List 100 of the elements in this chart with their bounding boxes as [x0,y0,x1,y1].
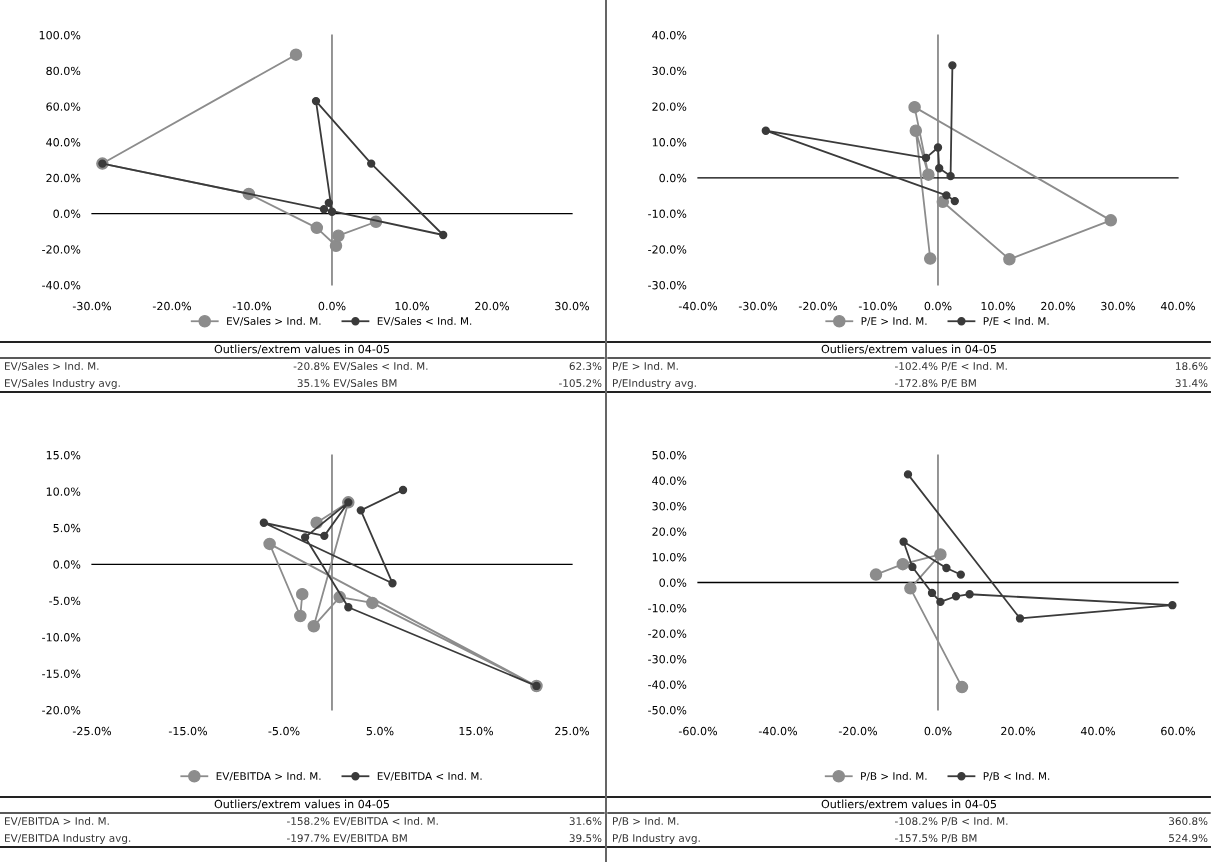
x-tick-label: 40.0% [1160,301,1196,311]
x-tick-label: -40.0% [758,726,798,736]
y-tick-label: 10.0% [652,552,687,562]
text: EV/EBITDA < Ind. M. [334,816,438,826]
legend-label: EV/EBITDA > Ind. M. [216,771,321,781]
y-tick-label: -10.0% [42,633,81,642]
text: 39.5% [569,834,602,843]
y-tick-label: 40.0% [652,476,687,485]
text: -157.5% [895,834,938,843]
text: -158.2% [287,817,330,826]
legend-label: EV/Sales > Ind. M. [227,316,321,326]
legend-label: EV/EBITDA < Ind. M. [377,771,482,781]
legend-label: P/E > Ind. M. [861,316,927,326]
text: Outliers/extrem values in 04-05 [821,344,997,355]
x-tick-label: 20.0% [1001,726,1036,736]
y-tick-label: 0.0% [53,209,81,218]
y-tick-label: 20.0% [652,102,687,111]
text: P/E < Ind. M. [942,361,1007,371]
text: Outliers/extrem values in 04-05 [214,344,390,355]
y-tick-label: 0.0% [659,578,687,587]
text: Outliers/extrem values in 04-05 [821,799,997,810]
x-tick-label: -10.0% [232,301,272,311]
x-tick-label: -40.0% [678,301,718,311]
text: -105.2% [559,379,602,388]
y-tick-label: 15.0% [46,450,81,460]
x-tick-label: 20.0% [1041,301,1076,311]
x-tick-label: -5.0% [268,726,300,736]
text: -102.4% [895,362,938,371]
text: 524.9% [1169,834,1208,843]
legend-label: P/B < Ind. M. [983,771,1050,781]
text: P/B BM [942,834,977,843]
y-tick-label: -10.0% [648,603,687,613]
y-tick-label: 20.0% [652,527,687,536]
text: -197.7% [287,834,330,843]
text: 35.1% [297,379,330,388]
text: EV/Sales BM [334,378,397,388]
x-tick-label: -60.0% [678,726,718,736]
y-tick-label: 40.0% [652,30,687,40]
y-tick-label: 40.0% [46,138,81,147]
x-tick-label: 10.0% [395,301,430,311]
x-tick-label: -30.0% [738,301,778,311]
text: EV/EBITDA > Ind. M. [5,816,109,826]
text: P/E BM [942,379,976,388]
y-tick-label: -20.0% [42,245,81,254]
x-tick-label: -20.0% [152,301,192,311]
x-tick-label: 30.0% [1101,301,1136,311]
text: -20.8% [293,362,330,371]
y-tick-label: 20.0% [46,173,81,183]
text: P/B Industry avg. [613,833,700,845]
y-tick-label: -20.0% [648,245,687,254]
y-tick-label: -40.0% [648,680,687,689]
x-tick-label: 0.0% [924,301,952,311]
y-tick-label: 100.0% [39,30,81,40]
y-tick-label: -40.0% [42,280,81,290]
y-tick-label: 0.0% [659,173,687,183]
x-tick-label: 20.0% [475,301,510,311]
legend-label: EV/Sales < Ind. M. [377,316,472,326]
x-tick-label: 0.0% [318,301,346,311]
x-tick-label: 0.0% [924,726,952,736]
y-tick-label: -15.0% [42,669,81,678]
x-tick-label: -20.0% [798,301,838,311]
y-tick-label: 30.0% [652,66,687,76]
text: Outliers/extrem values in 04-05 [214,799,390,810]
text: 18.6% [1176,362,1208,371]
y-tick-label: 10.0% [46,487,81,496]
x-tick-label: 10.0% [981,301,1016,311]
y-tick-label: -5.0% [49,596,81,606]
text: P/EIndustry avg. [613,378,696,390]
y-tick-label: -30.0% [648,280,687,290]
y-tick-label: 50.0% [652,450,687,460]
text: EV/EBITDA BM [334,834,407,843]
x-tick-label: 5.0% [366,726,394,736]
y-tick-label: -50.0% [648,705,687,715]
x-tick-label: -20.0% [838,726,878,736]
x-tick-label: 60.0% [1161,726,1196,736]
x-tick-label: 15.0% [459,726,494,736]
text: 360.8% [1169,817,1208,826]
text: 62.3% [569,362,602,371]
y-tick-label: 0.0% [53,560,81,569]
x-tick-label: 40.0% [1080,726,1116,736]
text: P/B > Ind. M. [613,816,679,826]
y-tick-label: -20.0% [648,629,687,638]
legend-label: P/B > Ind. M. [861,771,927,781]
text: 31.4% [1175,379,1208,388]
y-tick-label: 80.0% [46,66,81,76]
y-tick-label: -30.0% [648,654,687,664]
x-tick-label: -30.0% [72,301,112,311]
x-tick-label: 30.0% [555,301,590,311]
x-tick-label: 25.0% [555,726,590,736]
x-tick-label: -15.0% [168,726,208,736]
legend-label: P/E < Ind. M. [983,316,1049,326]
x-tick-label: -25.0% [72,726,112,736]
y-tick-label: -20.0% [42,705,81,715]
text: EV/Sales > Ind. M. [5,361,99,371]
y-tick-label: 5.0% [53,523,81,533]
text: P/E > Ind. M. [613,361,678,371]
text: EV/Sales < Ind. M. [334,361,428,371]
text: P/B < Ind. M. [942,816,1008,826]
text: EV/EBITDA Industry avg. [5,833,131,845]
x-tick-label: -10.0% [858,301,898,311]
